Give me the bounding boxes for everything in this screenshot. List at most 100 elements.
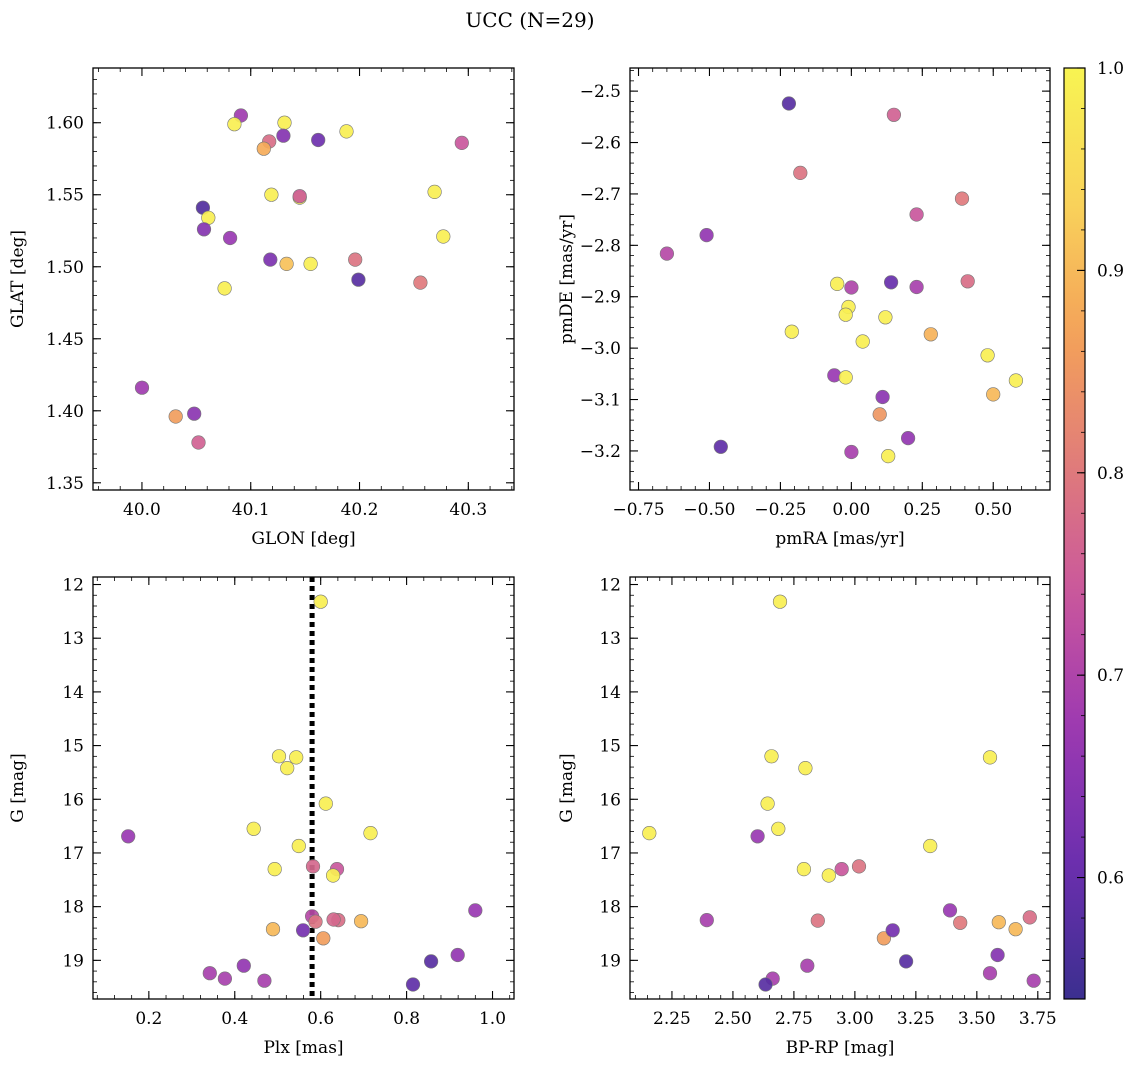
data-point (427, 184, 442, 199)
data-point (134, 380, 150, 395)
y-tick-label: 1.35 (46, 474, 84, 494)
figure-title: UCC (N=29) (465, 8, 594, 32)
data-point (246, 821, 261, 836)
y-tick-label: −3.0 (580, 339, 621, 359)
glon-glat-panel: 40.0 40.1 40.2 40.3 1.35 1.40 1.45 1.50 1.55 1.60… (8, 67, 515, 549)
y-tick-label: −3.1 (580, 391, 621, 411)
data-point (699, 228, 714, 243)
x-tick-label: 3.75 (1019, 1009, 1057, 1029)
data-point (363, 825, 378, 841)
x-tick-label: 40.3 (449, 500, 487, 520)
data-point (909, 207, 924, 222)
data-point (872, 407, 887, 422)
x-tick-label: 3.50 (958, 1009, 996, 1029)
y-tick-label: 1.40 (46, 402, 84, 422)
data-point (796, 861, 812, 877)
y-tick-label: 17 (599, 844, 621, 864)
data-point (942, 903, 958, 918)
data-point (217, 971, 232, 986)
data-point (960, 274, 975, 289)
x-axis-label: BP-RP [mag] (786, 1038, 895, 1058)
data-point (292, 189, 307, 204)
x-tick-label: 0.2 (135, 1009, 162, 1029)
data-point (121, 829, 136, 844)
data-point (986, 387, 1001, 402)
data-point (750, 829, 765, 844)
y-tick-label: 1.60 (46, 114, 84, 134)
data-point (280, 760, 295, 776)
data-point (909, 279, 924, 295)
data-point (764, 749, 779, 764)
data-point (990, 947, 1005, 963)
data-point (267, 861, 282, 877)
data-point (885, 923, 900, 938)
data-point (257, 973, 272, 988)
data-point (821, 868, 836, 883)
x-axis-label: GLON [deg] (251, 529, 355, 549)
y-tick-label: 15 (599, 737, 621, 757)
data-point (424, 954, 439, 969)
y-tick-label: 12 (62, 576, 84, 596)
axes-frame (92, 576, 515, 1000)
data-point (699, 912, 714, 928)
data-point (1026, 973, 1041, 988)
data-point (923, 327, 938, 342)
y-tick-label: −2.8 (580, 236, 621, 256)
x-tick-label: 40.0 (123, 500, 161, 520)
y-tick-label: 14 (62, 683, 84, 703)
data-point (760, 796, 775, 811)
y-tick-label: −2.7 (580, 185, 621, 205)
data-point (354, 914, 369, 929)
y-tick-label: 19 (599, 951, 621, 971)
axes-frame (629, 576, 1051, 1000)
data-point (326, 912, 341, 927)
colorbar-tick-label: 0.7 (1097, 666, 1124, 686)
x-tick-label: −0.75 (612, 500, 664, 520)
y-axis-label: GLAT [deg] (8, 230, 28, 328)
data-point (468, 903, 483, 918)
data-point (980, 348, 995, 363)
x-axis-label: Plx [mas] (263, 1038, 343, 1058)
colorbar-tick-label: 0.8 (1097, 464, 1124, 484)
data-point (784, 324, 799, 339)
y-tick-label: −2.9 (580, 288, 621, 308)
x-tick-label: 2.25 (653, 1009, 691, 1029)
x-tick-label: −0.50 (683, 500, 735, 520)
y-axis-label: pmDE [mas/yr] (557, 214, 577, 344)
data-point (954, 191, 970, 206)
data-point (289, 750, 304, 765)
y-tick-label: −2.5 (580, 82, 621, 102)
axes-frame (629, 67, 1051, 491)
data-point (642, 825, 657, 841)
axes-frame (92, 67, 515, 491)
y-tick-label: −2.6 (580, 134, 621, 154)
data-point (855, 334, 870, 349)
data-point (308, 914, 323, 929)
data-point (202, 966, 217, 981)
data-point (303, 256, 318, 272)
data-point (781, 96, 797, 111)
x-tick-label: 0.6 (307, 1009, 334, 1029)
data-point (316, 931, 331, 946)
data-point (454, 135, 469, 150)
x-tick-label: 2.75 (775, 1009, 813, 1029)
data-point (276, 128, 291, 143)
colorbar-tick-label: 1.0 (1097, 59, 1124, 79)
y-axis-label: G [mag] (557, 753, 577, 822)
data-point (844, 444, 859, 460)
data-point (883, 275, 899, 290)
data-point (830, 276, 845, 292)
data-point (923, 838, 938, 854)
x-tick-label: 40.1 (232, 500, 270, 520)
data-point (236, 958, 251, 973)
data-point (881, 449, 896, 464)
data-point (659, 246, 675, 261)
plx-g-panel: 0.2 0.4 0.6 0.8 1.0 12 13 14 15 16 17 18 19 Plx [mas]… (8, 576, 515, 1058)
data-point (900, 431, 916, 446)
y-tick-label: 16 (599, 790, 621, 810)
data-point (436, 229, 451, 244)
y-tick-label: −3.2 (580, 442, 621, 462)
y-tick-label: 15 (62, 737, 84, 757)
y-tick-label: 17 (62, 844, 84, 864)
